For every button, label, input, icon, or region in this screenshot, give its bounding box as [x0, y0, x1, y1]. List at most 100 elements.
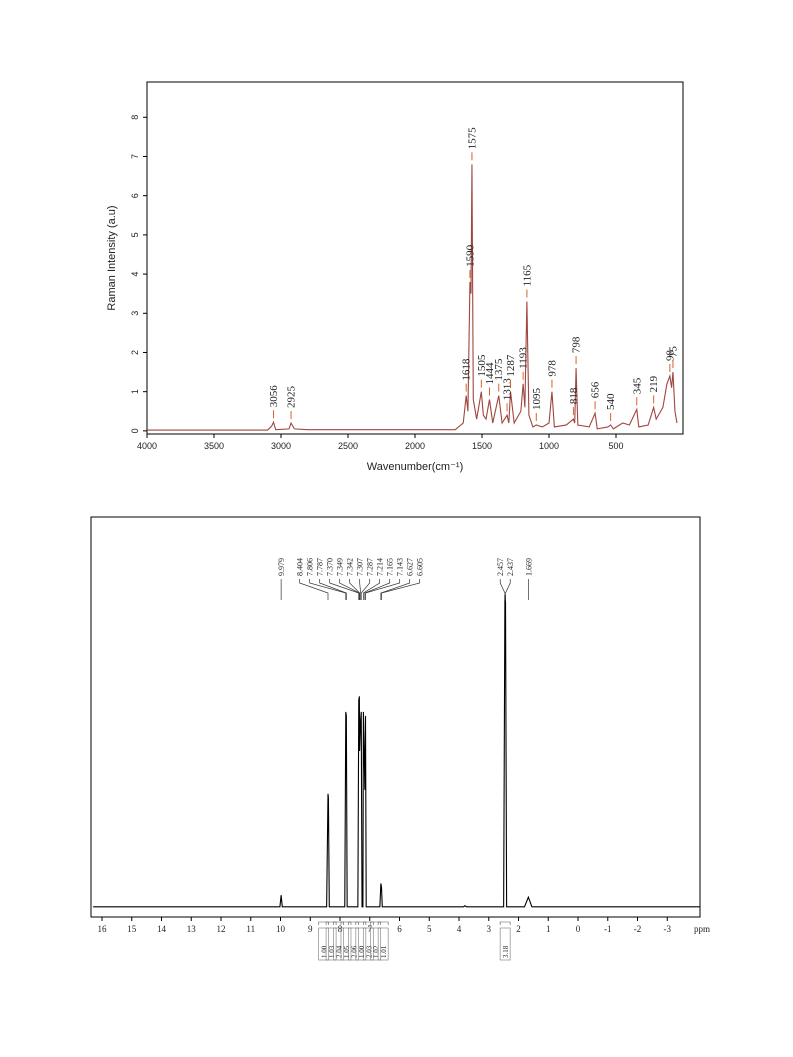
peak-label: 978: [546, 360, 558, 377]
peak-label: 1.669: [524, 558, 533, 576]
integral-bracket: [370, 921, 382, 925]
peak-label: 540: [605, 393, 617, 410]
peak-connector: [505, 579, 511, 600]
peak-label: 7.342: [346, 558, 355, 576]
peak-label: 1444: [484, 362, 496, 385]
y-axis-label: Raman Intensity (a.u): [106, 205, 118, 310]
spectrum-line: [93, 594, 700, 908]
x-tick-label: 2000: [405, 441, 425, 451]
peak-label: 9.979: [277, 558, 286, 576]
peak-connector: [329, 579, 360, 600]
integral-box: [340, 927, 352, 961]
x-tick-label: 1500: [472, 441, 492, 451]
peak-connector: [360, 579, 371, 600]
peak-label: 219: [648, 375, 660, 392]
integral-box: [370, 927, 382, 961]
x-tick-label: 7: [368, 924, 373, 934]
peak-label: 7.214: [376, 558, 385, 576]
peak-label: 7.349: [336, 558, 345, 576]
peak-connector: [380, 579, 411, 600]
peak-label: 1095: [531, 387, 543, 410]
peak-label: 7.287: [366, 558, 375, 576]
x-axis-label: Wavenumber(cm⁻¹): [367, 461, 463, 473]
x-tick-label: 8: [338, 924, 343, 934]
y-tick-label: 1: [130, 389, 140, 394]
peak-connector: [309, 579, 347, 600]
peak-connector: [381, 579, 421, 600]
peak-label: 1165: [521, 264, 533, 286]
integral-bracket: [318, 921, 329, 925]
peak-label: 7.370: [326, 558, 335, 576]
y-tick-label: 5: [130, 232, 140, 237]
peak-label: 8.404: [296, 558, 305, 576]
peak-connector: [363, 579, 381, 600]
peak-label: 7.787: [316, 558, 325, 576]
y-tick-label: 2: [130, 350, 140, 355]
peak-label: 656: [590, 381, 602, 398]
peak-label: 98: [664, 349, 676, 361]
peak-connector: [349, 579, 360, 600]
peak-label: 7.143: [396, 558, 405, 576]
x-tick-label: 1: [546, 924, 551, 934]
integral-label: 1.03: [328, 945, 336, 958]
peak-label: 345: [631, 377, 643, 394]
x-tick-label: 3000: [271, 441, 291, 451]
x-tick-label: -2: [634, 924, 642, 934]
integral-bracket: [340, 921, 352, 925]
y-tick-label: 0: [130, 428, 140, 433]
peak-label: 1193: [518, 347, 530, 369]
peak-label: 6.627: [406, 558, 415, 576]
y-tick-label: 3: [130, 311, 140, 316]
x-tick-label: 500: [608, 441, 623, 451]
x-tick-label: 3500: [204, 441, 224, 451]
x-tick-label: 6: [397, 924, 402, 934]
x-tick-label: 1000: [539, 441, 559, 451]
x-tick-label: 16: [98, 924, 108, 934]
integral-label: 2.03: [365, 945, 373, 958]
peak-label: 7.806: [306, 558, 315, 576]
peak-label: 798: [571, 336, 583, 353]
peak-label: 3056: [268, 385, 280, 408]
integral-label: 2.04: [336, 945, 344, 958]
x-tick-label: 2500: [338, 441, 358, 451]
peak-connector: [359, 579, 361, 600]
x-tick-label: 4000: [137, 441, 157, 451]
x-tick-label: 15: [127, 924, 137, 934]
peak-label: 1590: [464, 244, 476, 267]
integral-box: [348, 927, 359, 961]
integral-box: [318, 927, 329, 961]
integral-box: [499, 927, 511, 961]
integral-bracket: [362, 921, 374, 925]
peak-label: 1618: [461, 358, 473, 381]
peak-label: 1287: [505, 354, 517, 377]
y-tick-label: 4: [130, 272, 140, 277]
y-tick-label: 6: [130, 193, 140, 198]
x-tick-label: 11: [246, 924, 255, 934]
x-tick-label: 0: [576, 924, 581, 934]
peak-connector: [365, 579, 401, 600]
integral-box: [377, 927, 389, 961]
peak-label: 6.605: [416, 558, 425, 576]
peak-label: 2925: [286, 386, 298, 409]
integral-bracket: [499, 921, 511, 925]
integral-box: [325, 927, 337, 961]
integral-bracket: [333, 921, 344, 925]
x-tick-label: 14: [157, 924, 167, 934]
x-tick-label: -1: [604, 924, 612, 934]
integral-box: [355, 927, 367, 961]
x-tick-label: 12: [217, 924, 226, 934]
x-tick-label: 13: [187, 924, 197, 934]
peak-label: 1375: [493, 358, 505, 381]
integral-label: 1.00: [321, 945, 329, 958]
x-tick-label: 10: [276, 924, 286, 934]
plot-frame: [90, 516, 701, 918]
integral-label: 2.06: [350, 945, 358, 958]
peak-label: 1575: [466, 127, 478, 150]
integral-box: [333, 927, 344, 961]
x-axis-label: ppm: [694, 924, 710, 934]
x-tick-label: 3: [487, 924, 492, 934]
integral-box: [362, 927, 374, 961]
peak-connector: [319, 579, 347, 600]
integral-bracket: [325, 921, 337, 925]
